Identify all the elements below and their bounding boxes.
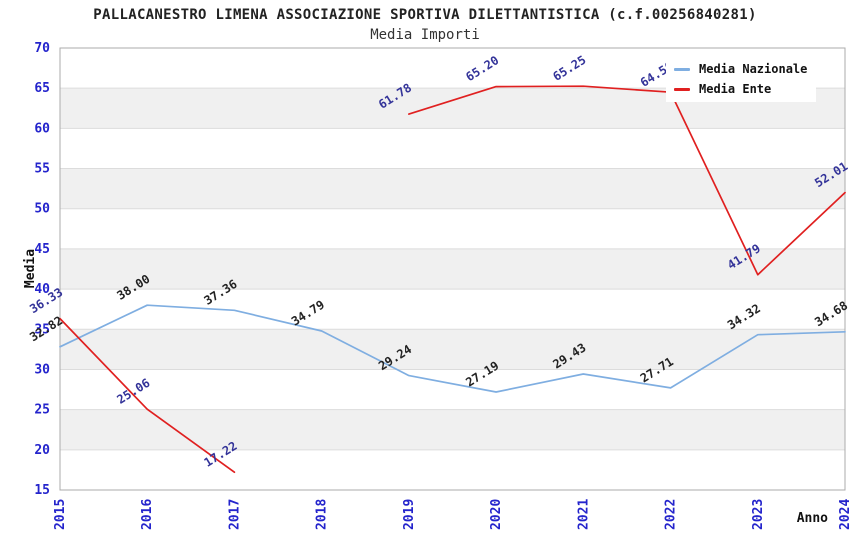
y-tick-label: 60: [34, 121, 50, 136]
x-tick-label: 2020: [489, 499, 504, 530]
series-line-media-ente: [59, 85, 846, 474]
y-tick-label: 70: [34, 41, 50, 56]
x-tick-label: 2023: [751, 499, 766, 530]
band: [60, 168, 845, 209]
band: [60, 248, 845, 290]
y-tick-label: 30: [34, 362, 50, 377]
y-tick-label: 20: [34, 443, 50, 458]
point-value-label: 65.20: [463, 53, 501, 84]
point-value-label: 34.68: [812, 298, 850, 329]
plot-border: [59, 47, 846, 491]
band: [60, 329, 845, 370]
chart-title: PALLACANESTRO LIMENA ASSOCIAZIONE SPORTI…: [93, 7, 757, 23]
legend-line-icon-blue: [674, 67, 690, 71]
y-tick-label: 65: [34, 81, 50, 96]
y-tick-label: 40: [34, 282, 50, 297]
point-value-label: 34.32: [725, 301, 763, 332]
y-tick-label: 35: [34, 322, 50, 337]
y-tick-label: 50: [34, 202, 50, 217]
x-tick-label: 2019: [402, 499, 417, 530]
x-tick-label: 2017: [227, 499, 242, 530]
point-value-label: 34.79: [289, 298, 327, 329]
legend-item-media-ente: Media Ente: [674, 82, 810, 96]
x-tick-label: 2024: [838, 499, 850, 530]
legend: Media Nazionale Media Ente: [666, 56, 816, 102]
y-tick-label: 55: [34, 162, 50, 177]
x-tick-label: 2015: [53, 499, 68, 530]
legend-label: Media Ente: [699, 82, 772, 96]
series-line-media-nazionale: [59, 304, 846, 393]
x-axis-title: Anno: [796, 511, 828, 526]
y-tick-label: 15: [34, 483, 50, 498]
x-tick-label: 2021: [576, 499, 591, 530]
x-tick-label: 2016: [140, 499, 155, 530]
y-axis-title: Media: [23, 248, 39, 289]
legend-item-media-nazionale: Media Nazionale: [674, 62, 810, 76]
legend-label: Media Nazionale: [699, 62, 808, 76]
chart-subtitle: Media Importi: [370, 27, 480, 43]
point-value-label: 65.25: [550, 53, 588, 84]
x-tick-label: 2018: [315, 499, 330, 530]
legend-line-icon-red: [674, 87, 690, 91]
band: [60, 409, 845, 450]
x-tick-label: 2022: [664, 499, 679, 530]
y-tick-label: 45: [34, 242, 50, 257]
y-tick-label: 25: [34, 403, 50, 418]
